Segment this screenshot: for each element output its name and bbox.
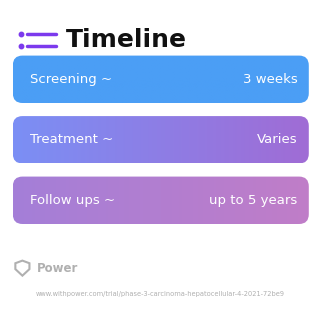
Text: Varies: Varies <box>257 133 298 146</box>
Text: www.withpower.com/trial/phase-3-carcinoma-hepatocellular-4-2021-72be9: www.withpower.com/trial/phase-3-carcinom… <box>36 291 284 297</box>
Text: Treatment ~: Treatment ~ <box>30 133 114 146</box>
Text: Power: Power <box>37 262 78 275</box>
Text: 3 weeks: 3 weeks <box>243 73 298 86</box>
Text: Screening ~: Screening ~ <box>30 73 113 86</box>
Text: Follow ups ~: Follow ups ~ <box>30 194 116 207</box>
Text: up to 5 years: up to 5 years <box>209 194 298 207</box>
Text: Timeline: Timeline <box>66 28 187 52</box>
